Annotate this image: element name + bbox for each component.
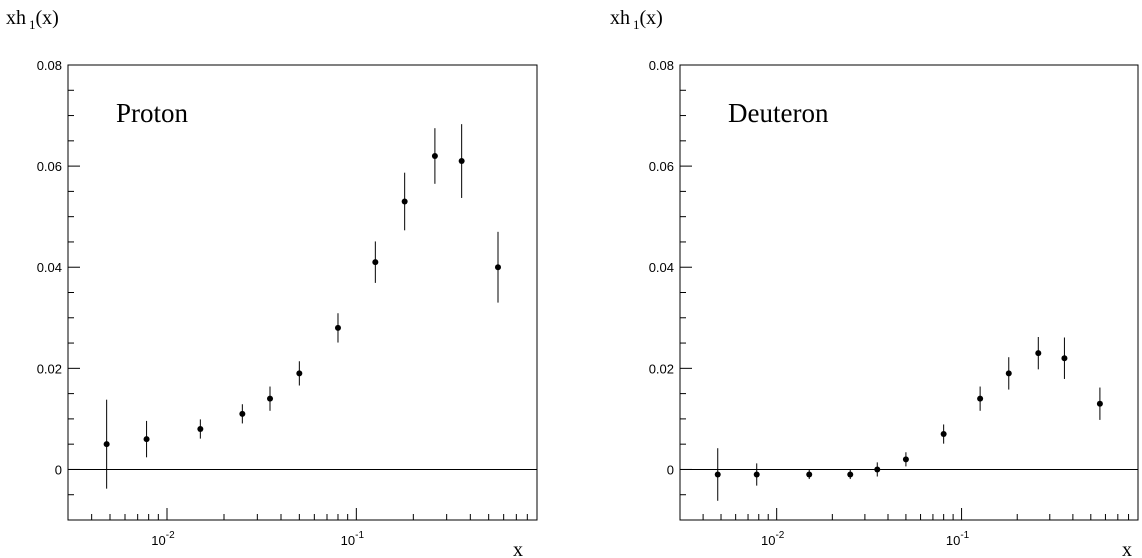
data-point xyxy=(494,264,501,271)
data-point xyxy=(239,410,246,417)
y-axis-label: xh 1(x) xyxy=(610,7,663,32)
data-point xyxy=(902,456,909,463)
data-point xyxy=(1096,400,1103,407)
x-tick-label: 10-1 xyxy=(341,530,365,548)
y-tick-label: 0.08 xyxy=(649,58,674,73)
data-point xyxy=(714,471,721,478)
data-point xyxy=(334,324,341,331)
data-point xyxy=(431,153,438,159)
data-point xyxy=(296,370,303,377)
data-point xyxy=(267,395,274,402)
x-axis-label: x xyxy=(513,539,523,558)
data-point xyxy=(874,466,881,473)
data-point xyxy=(401,198,408,205)
data-point xyxy=(372,259,379,266)
data-point xyxy=(753,471,760,478)
y-tick-label: 0 xyxy=(667,462,674,477)
x-axis-label: x xyxy=(1122,539,1132,558)
y-tick-label: 0.06 xyxy=(37,159,62,174)
chart-panel-2: 0 0.02 0.04 0.06 0.08 10-2 10-1 Deuteron xh 1(x) x xyxy=(610,7,1139,558)
x-tick-label: 10-2 xyxy=(761,530,785,548)
data-point xyxy=(103,441,110,448)
data-point xyxy=(1061,355,1068,362)
data-point xyxy=(977,395,984,402)
data-point xyxy=(1005,370,1012,377)
y-tick-label: 0.08 xyxy=(37,58,62,73)
panel-title: Deuteron xyxy=(728,98,829,128)
x-tick-label: 10-1 xyxy=(946,530,970,548)
y-axis-label: xh 1(x) xyxy=(6,7,59,32)
x-tick-label: 10-2 xyxy=(151,530,175,548)
y-tick-label: 0 xyxy=(55,462,62,477)
data-point xyxy=(940,431,947,438)
data-point xyxy=(458,158,465,165)
data-point xyxy=(806,471,813,478)
data-point xyxy=(197,426,204,432)
y-tick-label: 0.02 xyxy=(649,361,674,376)
y-tick-label: 0.04 xyxy=(649,260,674,275)
y-tick-label: 0.02 xyxy=(37,361,62,376)
data-point xyxy=(143,436,150,443)
data-point xyxy=(1035,350,1042,357)
plot-frame xyxy=(67,64,538,521)
y-tick-label: 0.06 xyxy=(649,159,674,174)
y-tick-label: 0.04 xyxy=(37,260,62,275)
plot-frame xyxy=(679,64,1139,521)
panel-title: Proton xyxy=(116,98,189,128)
data-point xyxy=(847,471,854,478)
chart-panel-1: 0 0.02 0.04 0.06 0.08 10-2 10-1 Proton xh 1(x) x xyxy=(6,7,538,558)
